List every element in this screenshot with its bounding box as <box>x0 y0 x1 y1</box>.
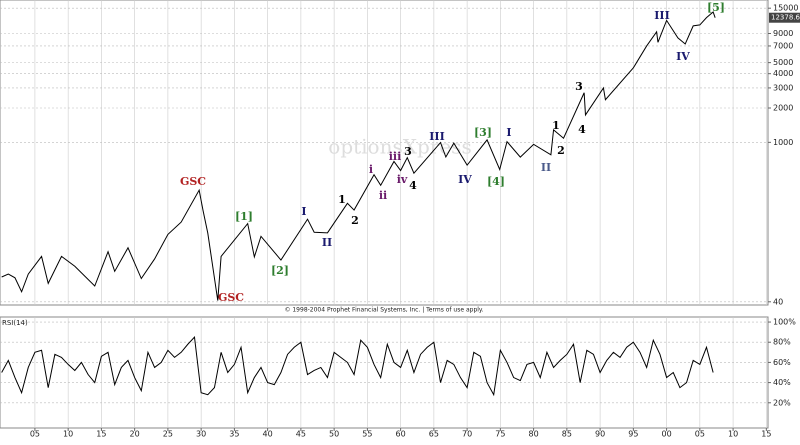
wave-label: III <box>654 9 669 22</box>
wave-label: 1 <box>338 193 346 206</box>
y-tick-label: 1000 <box>773 138 793 147</box>
source-note: © 1998-2004 Prophet Financial Systems, I… <box>284 307 483 314</box>
y-tick-label: 5000 <box>773 58 793 67</box>
x-tick-label: 65 <box>429 430 439 439</box>
wave-label: GSC <box>218 291 244 304</box>
x-tick-label: 55 <box>362 430 372 439</box>
x-tick-label: 25 <box>163 430 173 439</box>
rsi-panel <box>0 316 769 429</box>
wave-label: 3 <box>575 80 583 93</box>
x-tick-label: 80 <box>529 430 539 439</box>
wave-label: iii <box>389 150 402 163</box>
x-tick-label: 90 <box>595 430 605 439</box>
y-tick-label: 7000 <box>773 41 793 50</box>
wave-label: ii <box>379 189 387 202</box>
wave-label: IV <box>676 50 690 63</box>
wave-label: 2 <box>351 214 359 227</box>
wave-label: 2 <box>557 144 565 157</box>
y-tick-label: 100% <box>773 318 796 327</box>
x-tick-label: 30 <box>196 430 206 439</box>
y-tick-label: 4000 <box>773 69 793 78</box>
wave-label: 1 <box>552 119 560 132</box>
wave-label: 3 <box>404 145 412 158</box>
y-tick-label: 15000 <box>773 4 798 13</box>
x-tick-label: 40 <box>263 430 273 439</box>
x-tick-label: 10 <box>728 430 738 439</box>
y-tick-label: 3000 <box>773 83 793 92</box>
x-tick-label: 20 <box>130 430 140 439</box>
y-tick-label: 60% <box>773 358 791 367</box>
wave-label: iv <box>397 173 408 186</box>
x-tick-label: 85 <box>562 430 572 439</box>
wave-label: I <box>301 205 306 218</box>
x-tick-label: 15 <box>761 430 771 439</box>
wave-label: II <box>322 236 332 249</box>
data-line <box>1 336 714 397</box>
wave-label: [3] <box>474 126 492 139</box>
rsi-title: RSI(14) <box>2 319 28 327</box>
wave-label: [1] <box>235 210 253 223</box>
last-value-box <box>769 12 800 23</box>
x-tick-label: 10 <box>63 430 73 439</box>
x-tick-label: 05 <box>30 430 40 439</box>
x-tick-label: 05 <box>695 430 705 439</box>
wave-label: 4 <box>409 179 417 192</box>
last-value-label: 12378.6 <box>771 14 800 22</box>
wave-label: GSC <box>180 175 206 188</box>
x-tick-label: 70 <box>462 430 472 439</box>
x-tick-label: 50 <box>329 430 339 439</box>
wave-label: IV <box>458 173 472 186</box>
price-panel <box>0 0 769 306</box>
y-tick-label: 9000 <box>773 29 793 38</box>
x-tick-label: 75 <box>495 430 505 439</box>
wave-label: [4] <box>487 175 505 188</box>
data-line <box>1 11 716 301</box>
wave-label: [2] <box>271 264 289 277</box>
x-tick-label: 45 <box>296 430 306 439</box>
wave-label: III <box>429 130 444 143</box>
y-tick-label: 40% <box>773 378 791 387</box>
wave-label: 4 <box>578 123 586 136</box>
y-tick-label: 2000 <box>773 104 793 113</box>
wave-label: I <box>506 126 511 139</box>
x-tick-label: 35 <box>229 430 239 439</box>
y-tick-label: 80% <box>773 338 791 347</box>
x-tick-label: 60 <box>396 430 406 439</box>
wave-label: i <box>369 163 373 176</box>
y-tick-label: 40 <box>773 297 783 306</box>
wave-label: [5] <box>707 1 725 14</box>
x-tick-label: 00 <box>662 430 672 439</box>
y-tick-label: 20% <box>773 398 791 407</box>
wave-label: II <box>541 161 551 174</box>
x-tick-label: 95 <box>628 430 638 439</box>
x-tick-label: 15 <box>96 430 106 439</box>
